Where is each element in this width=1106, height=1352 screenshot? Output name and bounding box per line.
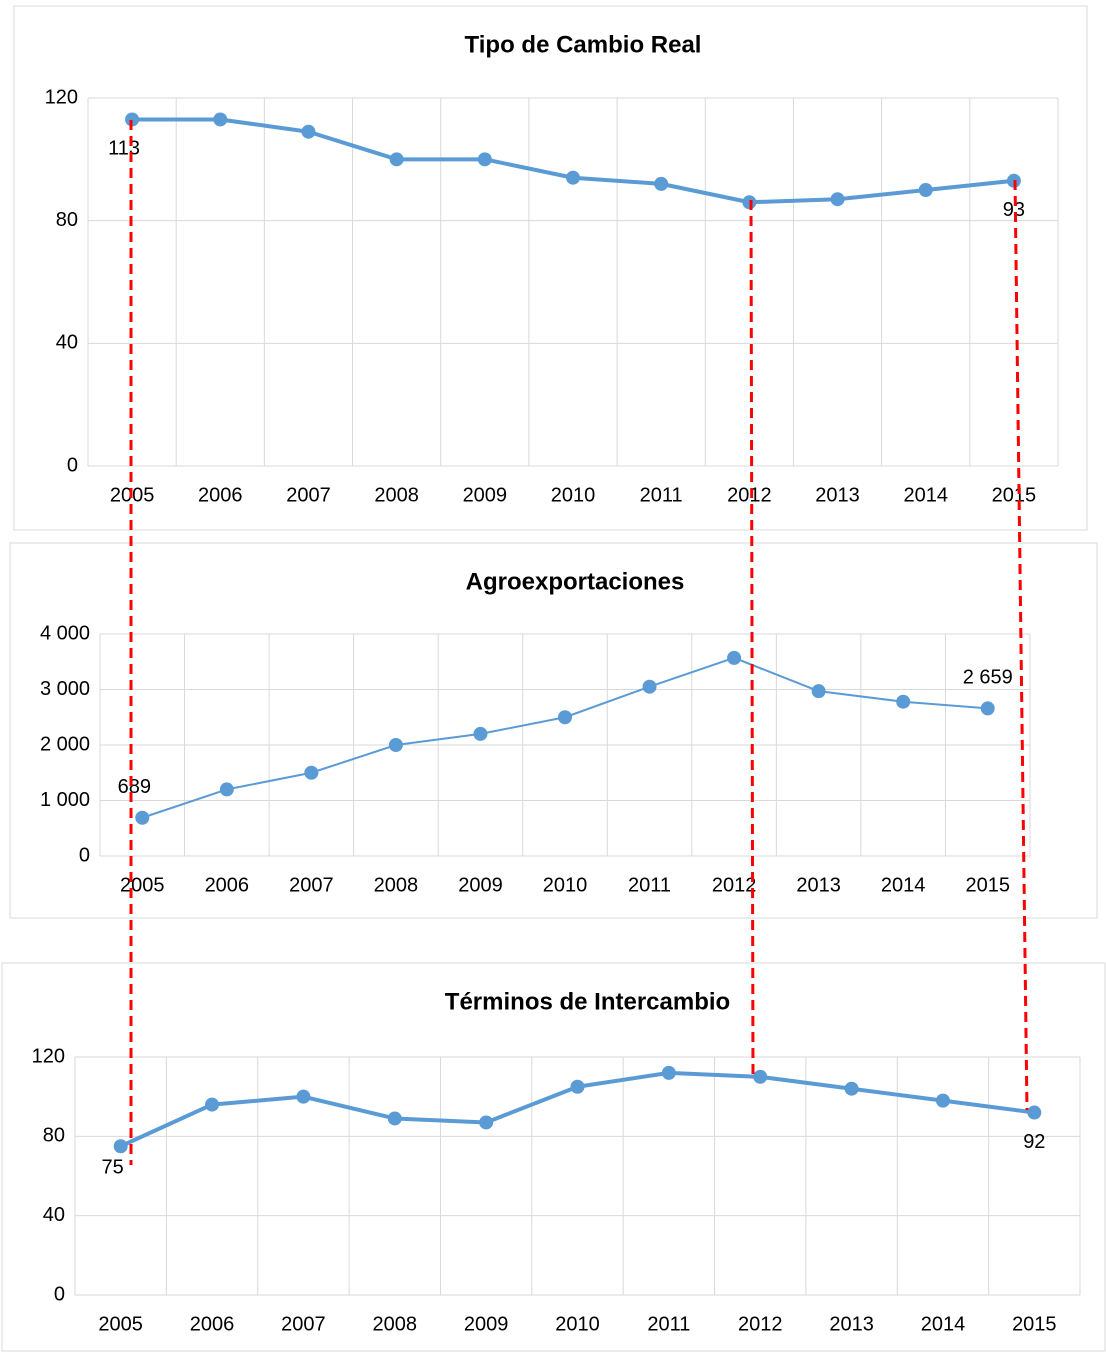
point xyxy=(654,176,669,191)
y-tick-label: 80 xyxy=(43,1125,65,1147)
point xyxy=(387,1111,402,1126)
point xyxy=(125,112,140,127)
x-tick-label: 2008 xyxy=(373,1313,418,1335)
x-tick-label: 2008 xyxy=(374,484,419,506)
x-tick-label: 2012 xyxy=(738,1313,783,1335)
x-tick-label: 2012 xyxy=(727,484,772,506)
data-label: 113 xyxy=(108,138,140,160)
data-label: 75 xyxy=(102,1157,124,1179)
x-tick-label: 2010 xyxy=(551,484,596,506)
x-tick-label: 2013 xyxy=(829,1313,874,1335)
point xyxy=(205,1097,220,1112)
y-tick-label: 0 xyxy=(79,844,90,866)
point xyxy=(918,183,933,197)
y-tick-label: 120 xyxy=(32,1045,65,1067)
y-tick-label: 120 xyxy=(45,86,78,108)
x-tick-label: 2012 xyxy=(712,874,757,896)
x-tick-label: 2011 xyxy=(628,874,671,896)
chart-title: Términos de Intercambio xyxy=(445,988,730,1015)
x-tick-label: 2007 xyxy=(281,1313,326,1335)
point xyxy=(219,782,234,797)
point xyxy=(1027,1105,1042,1120)
point xyxy=(661,1065,676,1080)
x-tick-label: 2005 xyxy=(120,874,165,896)
data-label: 689 xyxy=(118,776,151,798)
point xyxy=(570,1079,585,1094)
x-tick-label: 2014 xyxy=(903,484,948,506)
point xyxy=(479,1115,494,1130)
point xyxy=(727,650,742,665)
y-tick-label: 2 000 xyxy=(40,733,90,755)
x-tick-label: 2007 xyxy=(289,874,334,896)
point xyxy=(896,694,911,709)
point xyxy=(742,195,757,210)
chart-title: Agroexportaciones xyxy=(466,568,685,595)
point xyxy=(830,192,845,207)
point xyxy=(980,701,995,716)
x-tick-label: 2008 xyxy=(374,874,419,896)
y-tick-label: 0 xyxy=(54,1283,65,1305)
x-tick-label: 2009 xyxy=(464,1313,509,1335)
data-label: 92 xyxy=(1023,1131,1045,1153)
chart-frame xyxy=(13,5,1088,531)
x-tick-label: 2011 xyxy=(647,1313,690,1335)
point xyxy=(135,810,150,825)
x-tick-label: 2005 xyxy=(98,1313,143,1335)
x-tick-label: 2013 xyxy=(796,874,841,896)
x-tick-label: 2009 xyxy=(458,874,503,896)
x-tick-label: 2009 xyxy=(463,484,508,506)
x-tick-label: 2010 xyxy=(543,874,588,896)
chart-frame xyxy=(9,542,1098,919)
y-tick-label: 0 xyxy=(67,454,78,476)
x-tick-label: 2007 xyxy=(286,484,331,506)
y-tick-label: 1 000 xyxy=(40,789,90,811)
data-label: 93 xyxy=(1003,199,1025,221)
x-tick-label: 2011 xyxy=(640,484,683,506)
y-tick-label: 3 000 xyxy=(40,678,90,700)
point xyxy=(296,1089,311,1104)
point xyxy=(473,726,488,741)
chart-title: Tipo de Cambio Real xyxy=(465,31,702,58)
x-tick-label: 2006 xyxy=(205,874,250,896)
x-tick-label: 2015 xyxy=(965,874,1010,896)
point xyxy=(811,684,826,699)
x-tick-label: 2014 xyxy=(921,1313,966,1335)
point xyxy=(753,1069,768,1084)
x-tick-label: 2010 xyxy=(555,1313,600,1335)
y-tick-label: 80 xyxy=(56,209,78,231)
x-tick-label: 2006 xyxy=(198,484,243,506)
point xyxy=(301,124,316,139)
x-tick-label: 2013 xyxy=(815,484,860,506)
x-tick-label: 2015 xyxy=(1012,1313,1057,1335)
x-tick-label: 2006 xyxy=(190,1313,235,1335)
x-tick-label: 2014 xyxy=(881,874,926,896)
chart-frame xyxy=(1,962,1106,1352)
point xyxy=(304,765,319,780)
y-tick-label: 40 xyxy=(56,332,78,354)
data-label: 2 659 xyxy=(963,667,1013,689)
connector-line xyxy=(1013,179,1029,1111)
connector-line xyxy=(749,199,755,1078)
y-tick-label: 4 000 xyxy=(40,622,90,644)
point xyxy=(642,679,657,694)
y-tick-label: 40 xyxy=(43,1204,65,1226)
x-tick-label: 2015 xyxy=(992,484,1037,506)
point xyxy=(558,710,572,725)
point xyxy=(566,170,580,185)
point xyxy=(213,112,228,127)
point xyxy=(477,152,492,167)
point xyxy=(113,1139,128,1154)
point xyxy=(388,738,403,752)
point xyxy=(935,1093,950,1108)
point xyxy=(844,1081,859,1096)
point xyxy=(389,152,404,167)
